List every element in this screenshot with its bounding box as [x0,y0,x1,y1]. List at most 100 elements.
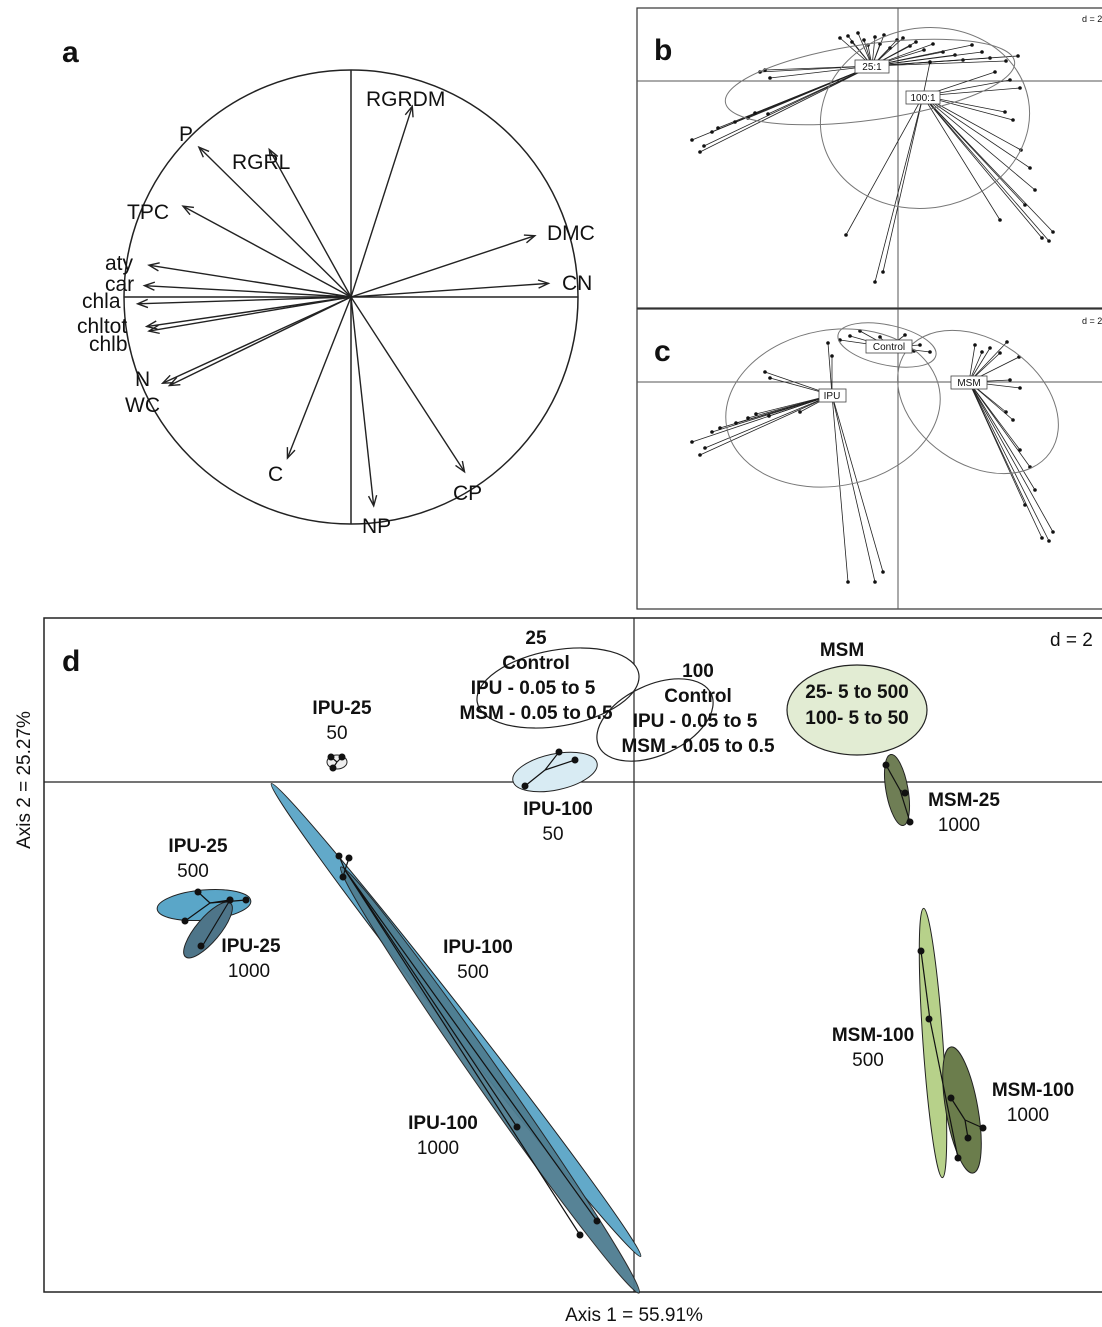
panel-d-point [964,1134,972,1142]
panel-c-spoke [968,381,1036,491]
panel-b-point [928,60,932,64]
panel-b-point [1003,110,1007,114]
panel-c-point [918,343,922,347]
panel-b-spoke [922,95,1031,169]
panel-d-point [329,764,337,772]
group-ellipse-100-1 [819,27,1031,209]
panel-d-spoke [544,751,560,771]
panel-c-point [1033,488,1037,492]
panel-b-spoke [767,65,873,115]
vector-arrowhead-tpc [181,205,195,216]
vector-label-c: C [268,463,283,486]
label-ipu-25-500-sub: 500 [177,861,209,882]
ellipse-msm-100-1000 [942,1046,982,1174]
panel-d-spoke [344,869,598,1222]
group-label-box-25-1 [854,59,890,74]
vector-arrowhead-wc [167,376,181,387]
panel-b-spoke [845,95,924,236]
panel-d-spoke [885,764,901,791]
vector-label-np: NP [362,515,391,538]
panel-b-spoke [871,60,1007,67]
panel-b-point [1047,239,1051,243]
vector-label-rgrl: RGRL [232,151,290,174]
panel-b-letter: b [654,34,672,67]
label-100-title: 100 [682,661,714,682]
panel-c-point [1004,410,1008,414]
panel-c-spoke [968,381,1050,542]
panel-a-letter: a [62,36,79,69]
panel-b-point [1016,54,1020,58]
panel-b-point [1028,166,1032,170]
variable-labels: RGRDM RGRL P TPC DMC CN aty car chla chl… [77,88,595,538]
vector-chlb [148,296,352,332]
panel-b-point [998,218,1002,222]
panel-b-scale-label: d = 2 [1082,14,1102,24]
panel-b-point [970,43,974,47]
vector-arrowhead-rgrdm [404,104,414,118]
vector-chla [137,296,352,305]
vector-arrowhead-p [197,145,210,158]
panel-b-spoke [922,95,1054,233]
panel-d-point [521,782,529,790]
label-msm-line2: 100- 5 to 50 [805,708,909,729]
vector-arrowhead-c [286,447,296,460]
panel-b-observations [690,31,1055,284]
panel-b-point [716,126,720,130]
panel-c-point [698,453,702,457]
vector-label-rgrdm: RGRDM [366,88,445,111]
panel-b-spoke [922,61,931,97]
panel-b-point [1008,78,1012,82]
vector-label-n: N [135,368,150,391]
panel-d-point [906,818,914,826]
panel-b-point [1018,86,1022,90]
panel-c-spoke [831,394,849,583]
vector-label-chla: chla [82,290,121,313]
panel-d-spoke [929,1019,959,1159]
panel-b-point [768,76,772,80]
panel-b-point [766,112,770,116]
panel-b-spoke [882,95,924,273]
panel-d-spoke [950,1097,966,1121]
vector-rgrdm [350,106,413,298]
panel-d-point [194,888,202,896]
vector-wc [169,296,352,387]
panel-c-observations [690,329,1055,584]
ellipse-25-control [476,647,640,729]
label-msm-25-1000-title: MSM-25 [928,790,1000,811]
panel-d-point [335,852,343,860]
panel-c-point [1005,340,1009,344]
panel-c-spoke [831,394,876,583]
group-label-msm: MSM [957,378,980,389]
group-label-box-ipu [818,388,847,403]
panel-c-point [746,416,750,420]
panel-b-point [862,38,866,42]
panel-c-point [1018,386,1022,390]
panel-b-point [931,42,935,46]
group-label-control: Control [873,342,905,353]
panel-a: a RGRDM RGRL P TPC DMC CN aty car chla c… [62,36,595,538]
panel-b-spoke [922,95,1036,191]
panel-b-spoke [922,95,1050,242]
panel-c-spoke [699,394,833,456]
panel-c-spoke [968,381,1043,539]
panel-c-point [848,334,852,338]
panel-c-point [798,410,802,414]
panel-c-letter: c [654,335,671,368]
panel-c-point [998,351,1002,355]
label-ipu-100-500-title: IPU-100 [443,937,513,958]
vector-p [198,146,352,298]
panel-b-spoke [754,65,873,114]
ellipse-ipu-100-1000 [339,866,641,1294]
label-ipu-100-50-sub: 50 [542,824,563,845]
vector-arrowhead-chla [135,298,149,309]
panel-c: c d = 2 Control IPU MSM [636,308,1102,610]
vector-arrowhead-n [160,374,174,385]
panel-d-point [593,1217,601,1225]
vector-car [144,284,352,298]
label-msm-title: MSM [820,640,864,661]
vector-n [162,296,352,384]
y-axis-label: Axis 2 = 25.27% [14,711,35,849]
panel-c-point [928,350,932,354]
panel-b-point [1040,236,1044,240]
